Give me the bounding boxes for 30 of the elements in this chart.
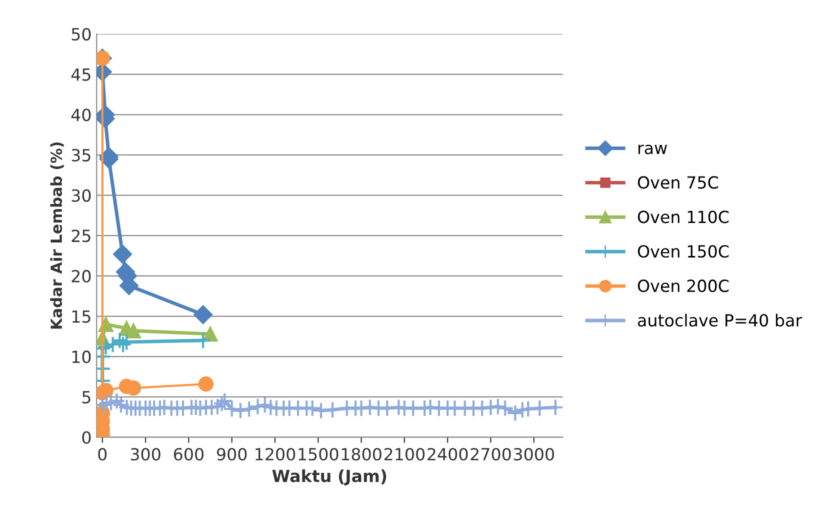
x-tick-label: 900: [216, 448, 247, 461]
y-tick-label: 45: [71, 68, 90, 81]
legend-label: autoclave P=40 bar: [638, 314, 802, 327]
x-tick-label: 2400: [428, 448, 468, 461]
x-tick-label: 1500: [298, 448, 338, 461]
x-tick-label: 600: [174, 448, 204, 461]
legend-label: Oven 110C: [638, 210, 729, 224]
x-tick-label: 2700: [470, 448, 511, 461]
y-tick-label: 50: [72, 28, 91, 41]
x-axis-title: Waktu (Jam): [272, 469, 386, 486]
y-tick-label: 35: [72, 148, 90, 162]
x-tick-label: 2100: [384, 448, 425, 461]
y-tick-label: 15: [72, 310, 90, 323]
y-tick-label: 0: [82, 431, 91, 444]
legend-label: Oven 200C: [638, 280, 729, 292]
y-tick-label: 30: [72, 189, 91, 202]
legend-label: raw: [638, 144, 667, 154]
x-tick-label: 1200: [256, 448, 296, 461]
x-tick-label: 3000: [514, 448, 554, 461]
y-tick-label: 20: [72, 270, 91, 283]
y-tick-label: 25: [72, 230, 90, 242]
y-tick-label: 10: [72, 350, 91, 364]
y-tick-label: 5: [82, 391, 90, 404]
x-tick-label: 300: [130, 448, 160, 461]
x-tick-label: 1800: [342, 448, 382, 461]
legend-label: Oven 150C: [638, 245, 729, 258]
y-tick-label: 40: [71, 108, 91, 122]
y-axis-title: Kadar Air Lembab (%): [50, 142, 64, 329]
x-tick-label: 0: [98, 448, 107, 461]
legend-label: Oven 75C: [638, 176, 718, 189]
